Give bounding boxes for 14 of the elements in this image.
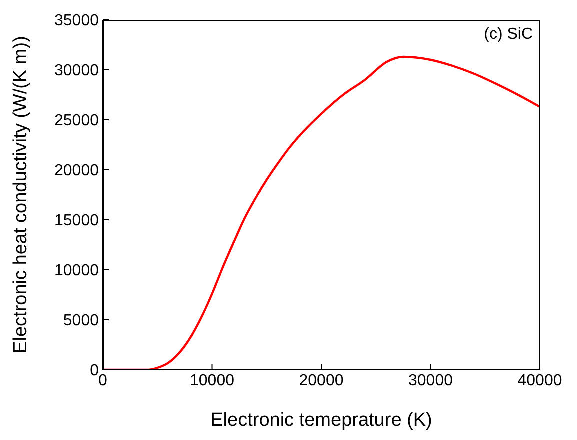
- y-tick-label: 25000: [54, 112, 100, 130]
- y-tick-label: 10000: [54, 262, 100, 280]
- x-tick-label: 10000: [190, 372, 235, 390]
- y-tick-label: 30000: [54, 62, 100, 80]
- y-tick-label: 20000: [54, 162, 100, 180]
- x-tick-label: 30000: [408, 372, 454, 390]
- y-tick-label: 35000: [54, 12, 100, 30]
- y-axis-title: Electronic heat conductivity (W/(K m)): [10, 36, 32, 354]
- x-axis-title: Electronic temeprature (K): [210, 410, 432, 431]
- x-tick-label: 20000: [299, 372, 344, 390]
- y-tick-label: 15000: [54, 212, 100, 230]
- y-tick-label: 5000: [63, 312, 100, 330]
- x-tick-label: 40000: [518, 372, 562, 390]
- annotation: (c) SiC: [484, 26, 533, 44]
